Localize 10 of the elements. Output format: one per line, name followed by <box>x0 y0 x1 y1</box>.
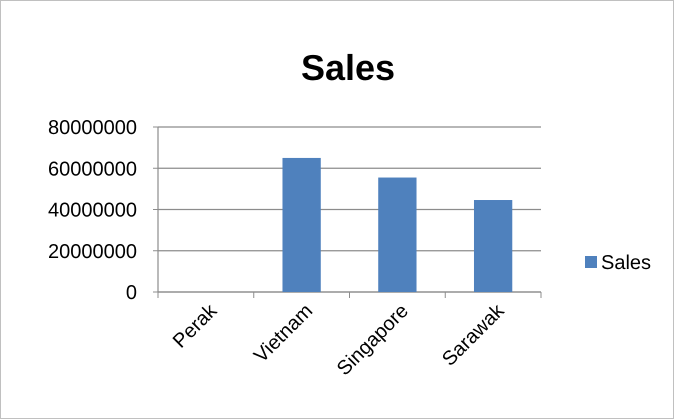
bar <box>474 200 512 292</box>
y-tick-label: 80000000 <box>48 117 137 139</box>
legend-label: Sales <box>601 252 652 274</box>
y-tick-label: 60000000 <box>48 158 137 180</box>
y-tick-label: 0 <box>126 282 137 304</box>
y-tick-label: 40000000 <box>48 200 137 222</box>
bar <box>282 158 321 292</box>
bar <box>378 178 417 292</box>
chart-title: Sales <box>300 47 396 88</box>
y-tick-label: 20000000 <box>48 240 137 263</box>
